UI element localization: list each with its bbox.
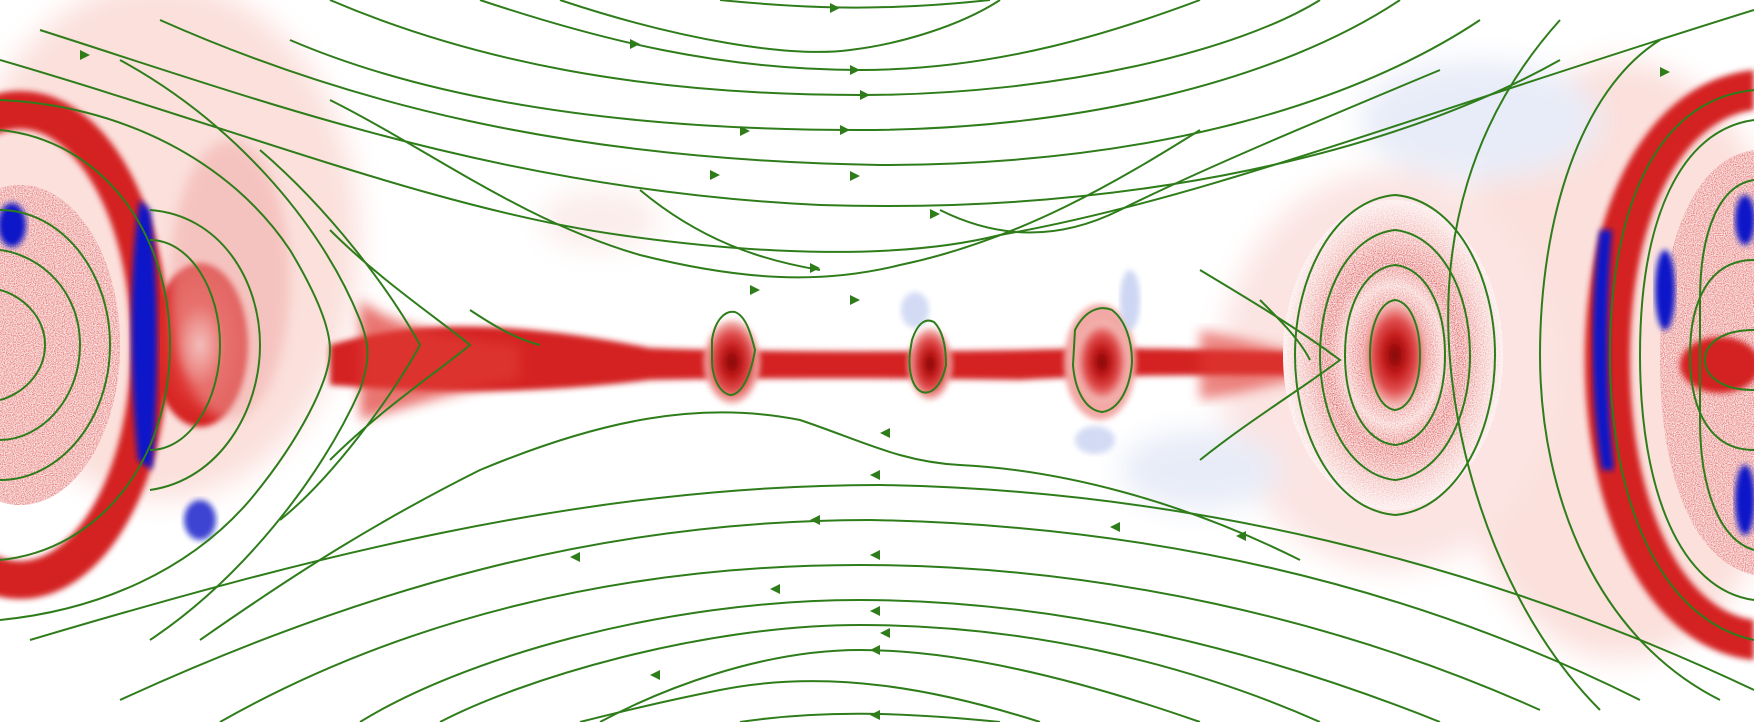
current-sheet: [330, 300, 1420, 420]
field-line-arrows: [80, 3, 1670, 720]
plasmoid-4: [1283, 200, 1503, 510]
plasmoid-3: [1064, 270, 1140, 454]
